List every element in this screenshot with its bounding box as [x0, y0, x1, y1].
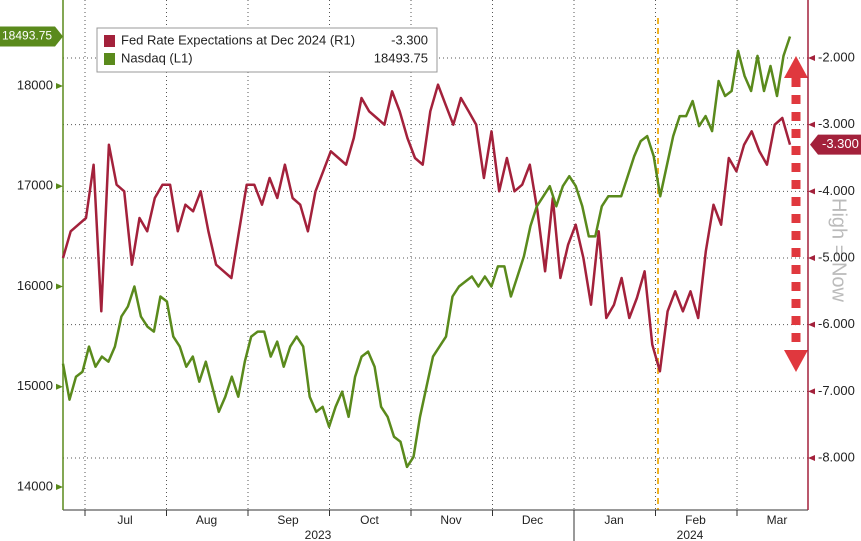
year-label: 2023	[305, 528, 332, 541]
x-tick-label: Nov	[440, 513, 461, 527]
x-tick-label: Oct	[360, 513, 379, 527]
legend-box	[96, 27, 438, 73]
y2-tick-label: -8.000	[818, 449, 855, 464]
y2-tick	[808, 388, 815, 395]
last-value-badge	[810, 134, 861, 155]
y-tick-label: 16000	[17, 278, 53, 293]
y-tick-label: 18000	[17, 77, 53, 92]
y2-tick-label: -5.000	[818, 249, 855, 264]
legend-value: -3.300	[391, 32, 428, 47]
y2-tick	[808, 255, 815, 261]
legend-label: Nasdaq (L1)	[121, 50, 193, 65]
annotation: High = Now	[828, 198, 850, 302]
y-tick	[56, 283, 63, 290]
series-line	[61, 36, 792, 469]
x-tick-label: Aug	[196, 513, 217, 527]
y-tick-label: 17000	[17, 178, 53, 193]
y-tick	[56, 183, 63, 190]
x-tick-label: Dec	[522, 513, 543, 527]
y2-tick-label: -7.000	[818, 383, 855, 398]
last-value-label: -3.300	[822, 136, 859, 151]
y2-tick	[808, 121, 815, 128]
x-tick-label: Jul	[117, 513, 132, 527]
y2-tick	[808, 455, 815, 461]
y2-tick	[808, 188, 815, 195]
arrow	[784, 56, 808, 372]
y-tick	[56, 83, 63, 90]
legend-label: Fed Rate Expectations at Dec 2024 (R1)	[121, 32, 355, 47]
y2-tick-label: -4.000	[818, 183, 855, 198]
y2-tick-label: -3.000	[818, 116, 855, 131]
last-value-badge	[0, 26, 63, 47]
y2-tick	[808, 55, 815, 61]
y-tick-label: 14000	[17, 478, 53, 493]
legend: Fed Rate Expectations at Dec 2024 (R1) -3…	[96, 27, 438, 73]
legend-swatch	[104, 35, 115, 47]
y2-tick	[808, 321, 815, 328]
x-tick-label: Mar	[767, 513, 788, 527]
y2-tick-label: -2.000	[818, 49, 855, 64]
x-tick-label: Feb	[685, 513, 706, 527]
last-value-label: 18493.75	[2, 29, 52, 43]
y-tick	[56, 383, 63, 390]
y-tick	[56, 483, 63, 490]
year-label: 2024	[677, 528, 704, 541]
series-line	[61, 83, 792, 373]
y-tick-label: 15000	[17, 378, 53, 393]
legend-value: 18493.75	[374, 50, 428, 65]
legend-swatch	[104, 53, 115, 65]
x-tick-label: Sep	[277, 513, 299, 527]
x-tick-label: Jan	[604, 513, 623, 527]
y2-tick-label: -6.000	[818, 316, 855, 331]
